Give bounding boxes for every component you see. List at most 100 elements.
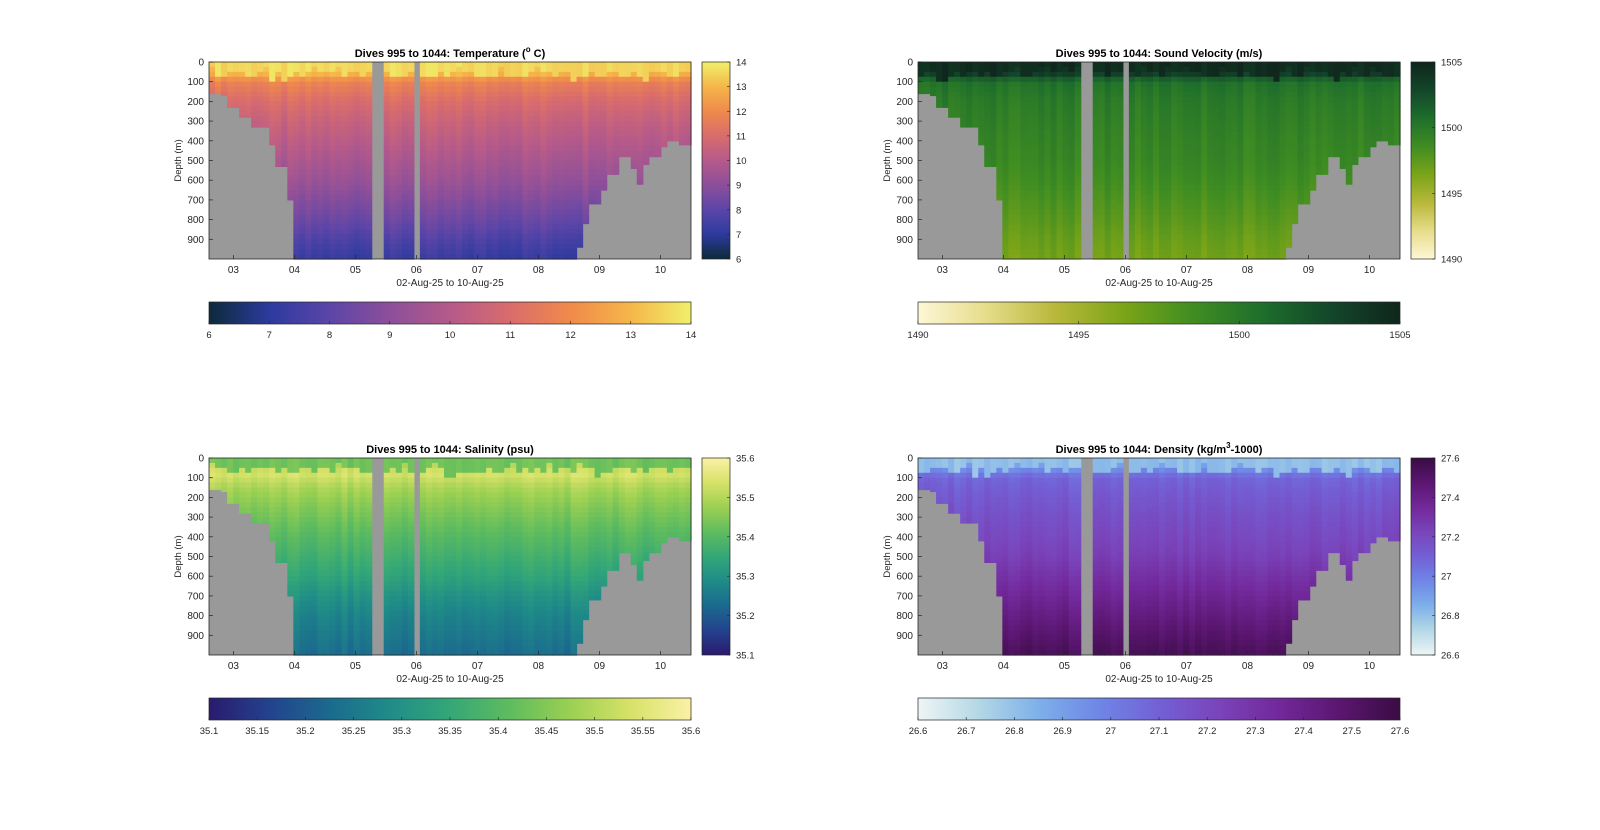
heatmap-cell (1201, 111, 1208, 117)
heatmap-cell (510, 130, 517, 137)
heatmap-cell (275, 71, 282, 78)
heatmap-cell (1165, 155, 1172, 162)
heatmap-cell (1231, 254, 1238, 260)
heatmap-cell (606, 140, 614, 147)
heatmap-cell (1273, 62, 1281, 68)
heatmap-cell (1134, 155, 1142, 162)
heatmap-cell (329, 239, 337, 245)
heatmap-cell (1074, 234, 1082, 240)
heatmap-cell (1134, 140, 1142, 147)
heatmap-cell (1267, 160, 1275, 167)
heatmap-cell (365, 234, 373, 240)
heatmap-cell (1201, 194, 1208, 201)
heatmap-cell (534, 135, 541, 142)
heatmap-cell (287, 170, 294, 176)
heatmap-cell (1237, 249, 1244, 255)
heatmap-cell (323, 244, 331, 250)
heatmap-cell (480, 116, 487, 122)
heatmap-cell (540, 96, 548, 102)
heatmap-cell (1195, 244, 1202, 250)
heatmap-cell (1050, 170, 1058, 176)
heatmap-cell (576, 121, 584, 127)
heatmap-cell (1020, 244, 1028, 250)
heatmap-cell (1171, 204, 1178, 211)
heatmap-cell (1074, 224, 1082, 231)
heatmap-cell (1243, 101, 1250, 107)
heatmap-cell (1074, 160, 1082, 167)
heatmap-cell (624, 140, 632, 147)
heatmap-cell (1369, 121, 1377, 127)
heatmap-cell (1068, 91, 1076, 98)
heatmap-cell (456, 76, 463, 83)
heatmap-cell (1002, 234, 1009, 240)
heatmap-cell (660, 86, 668, 93)
heatmap-cell (215, 482, 222, 489)
heatmap-cell (1297, 121, 1305, 127)
chart-title-suffix: C) (531, 48, 546, 60)
heatmap-cell (1201, 145, 1208, 152)
heatmap-cell (990, 96, 997, 102)
heatmap-cell (1116, 224, 1124, 231)
heatmap-cell (666, 116, 674, 122)
heatmap-cell (936, 81, 943, 88)
heatmap-cell (389, 106, 397, 112)
heatmap-cell (1165, 224, 1172, 231)
heatmap-cell (1056, 106, 1064, 112)
heatmap-cell (1279, 145, 1287, 152)
heatmap-cell (323, 86, 331, 93)
heatmap-cell (462, 155, 469, 162)
heatmap-cell (1303, 175, 1311, 181)
heatmap-cell (263, 96, 270, 102)
heatmap-cell (299, 86, 306, 93)
heatmap-cell (1321, 135, 1329, 142)
heatmap-cell (431, 254, 439, 260)
heatmap-cell (1351, 66, 1359, 73)
heatmap-cell (1050, 121, 1058, 127)
heatmap-cell (1110, 76, 1118, 83)
heatmap-cell (492, 111, 499, 117)
heatmap-cell (209, 472, 216, 479)
heatmap-cell (1261, 91, 1269, 98)
heatmap-cell (419, 81, 427, 88)
heatmap-cell (1339, 86, 1347, 93)
heatmap-cell (1171, 145, 1178, 152)
heatmap-cell (462, 204, 469, 211)
heatmap-cell (1243, 66, 1250, 73)
heatmap-cell (209, 482, 216, 489)
heatmap-cell (1110, 199, 1118, 206)
heatmap-cell (1074, 175, 1082, 181)
heatmap-cell (1140, 76, 1148, 83)
heatmap-cell (425, 145, 433, 152)
heatmap-cell (1050, 101, 1058, 107)
heatmap-cell (395, 239, 403, 245)
heatmap-cell (1273, 160, 1281, 167)
heatmap-cell (317, 194, 325, 201)
heatmap-cell (359, 190, 367, 196)
heatmap-cell (660, 140, 668, 147)
heatmap-cell (263, 66, 270, 73)
heatmap-cell (1213, 160, 1220, 167)
heatmap-cell (287, 96, 294, 102)
heatmap-cell (600, 175, 608, 181)
heatmap-cell (1032, 160, 1040, 167)
heatmap-cell (510, 180, 517, 186)
heatmap-cell (1056, 199, 1064, 206)
heatmap-cell (293, 219, 300, 226)
heatmap-cell (534, 170, 541, 176)
heatmap-cell (1363, 62, 1371, 68)
heatmap-cell (1303, 185, 1311, 191)
x-tick-label: 08 (533, 265, 545, 276)
heatmap-cell (353, 209, 361, 216)
heatmap-cell (666, 126, 674, 132)
heatmap-cell (636, 170, 644, 176)
heatmap-cell (1159, 165, 1166, 171)
heatmap-cell (474, 106, 481, 112)
heatmap-cell (924, 81, 931, 88)
heatmap-cell (1038, 76, 1046, 83)
heatmap-cell (1008, 121, 1015, 127)
heatmap-cell (1104, 135, 1112, 142)
heatmap-cell (1110, 239, 1118, 245)
heatmap-cell (516, 150, 523, 157)
heatmap-cell (504, 160, 511, 167)
heatmap-cell (510, 71, 517, 78)
